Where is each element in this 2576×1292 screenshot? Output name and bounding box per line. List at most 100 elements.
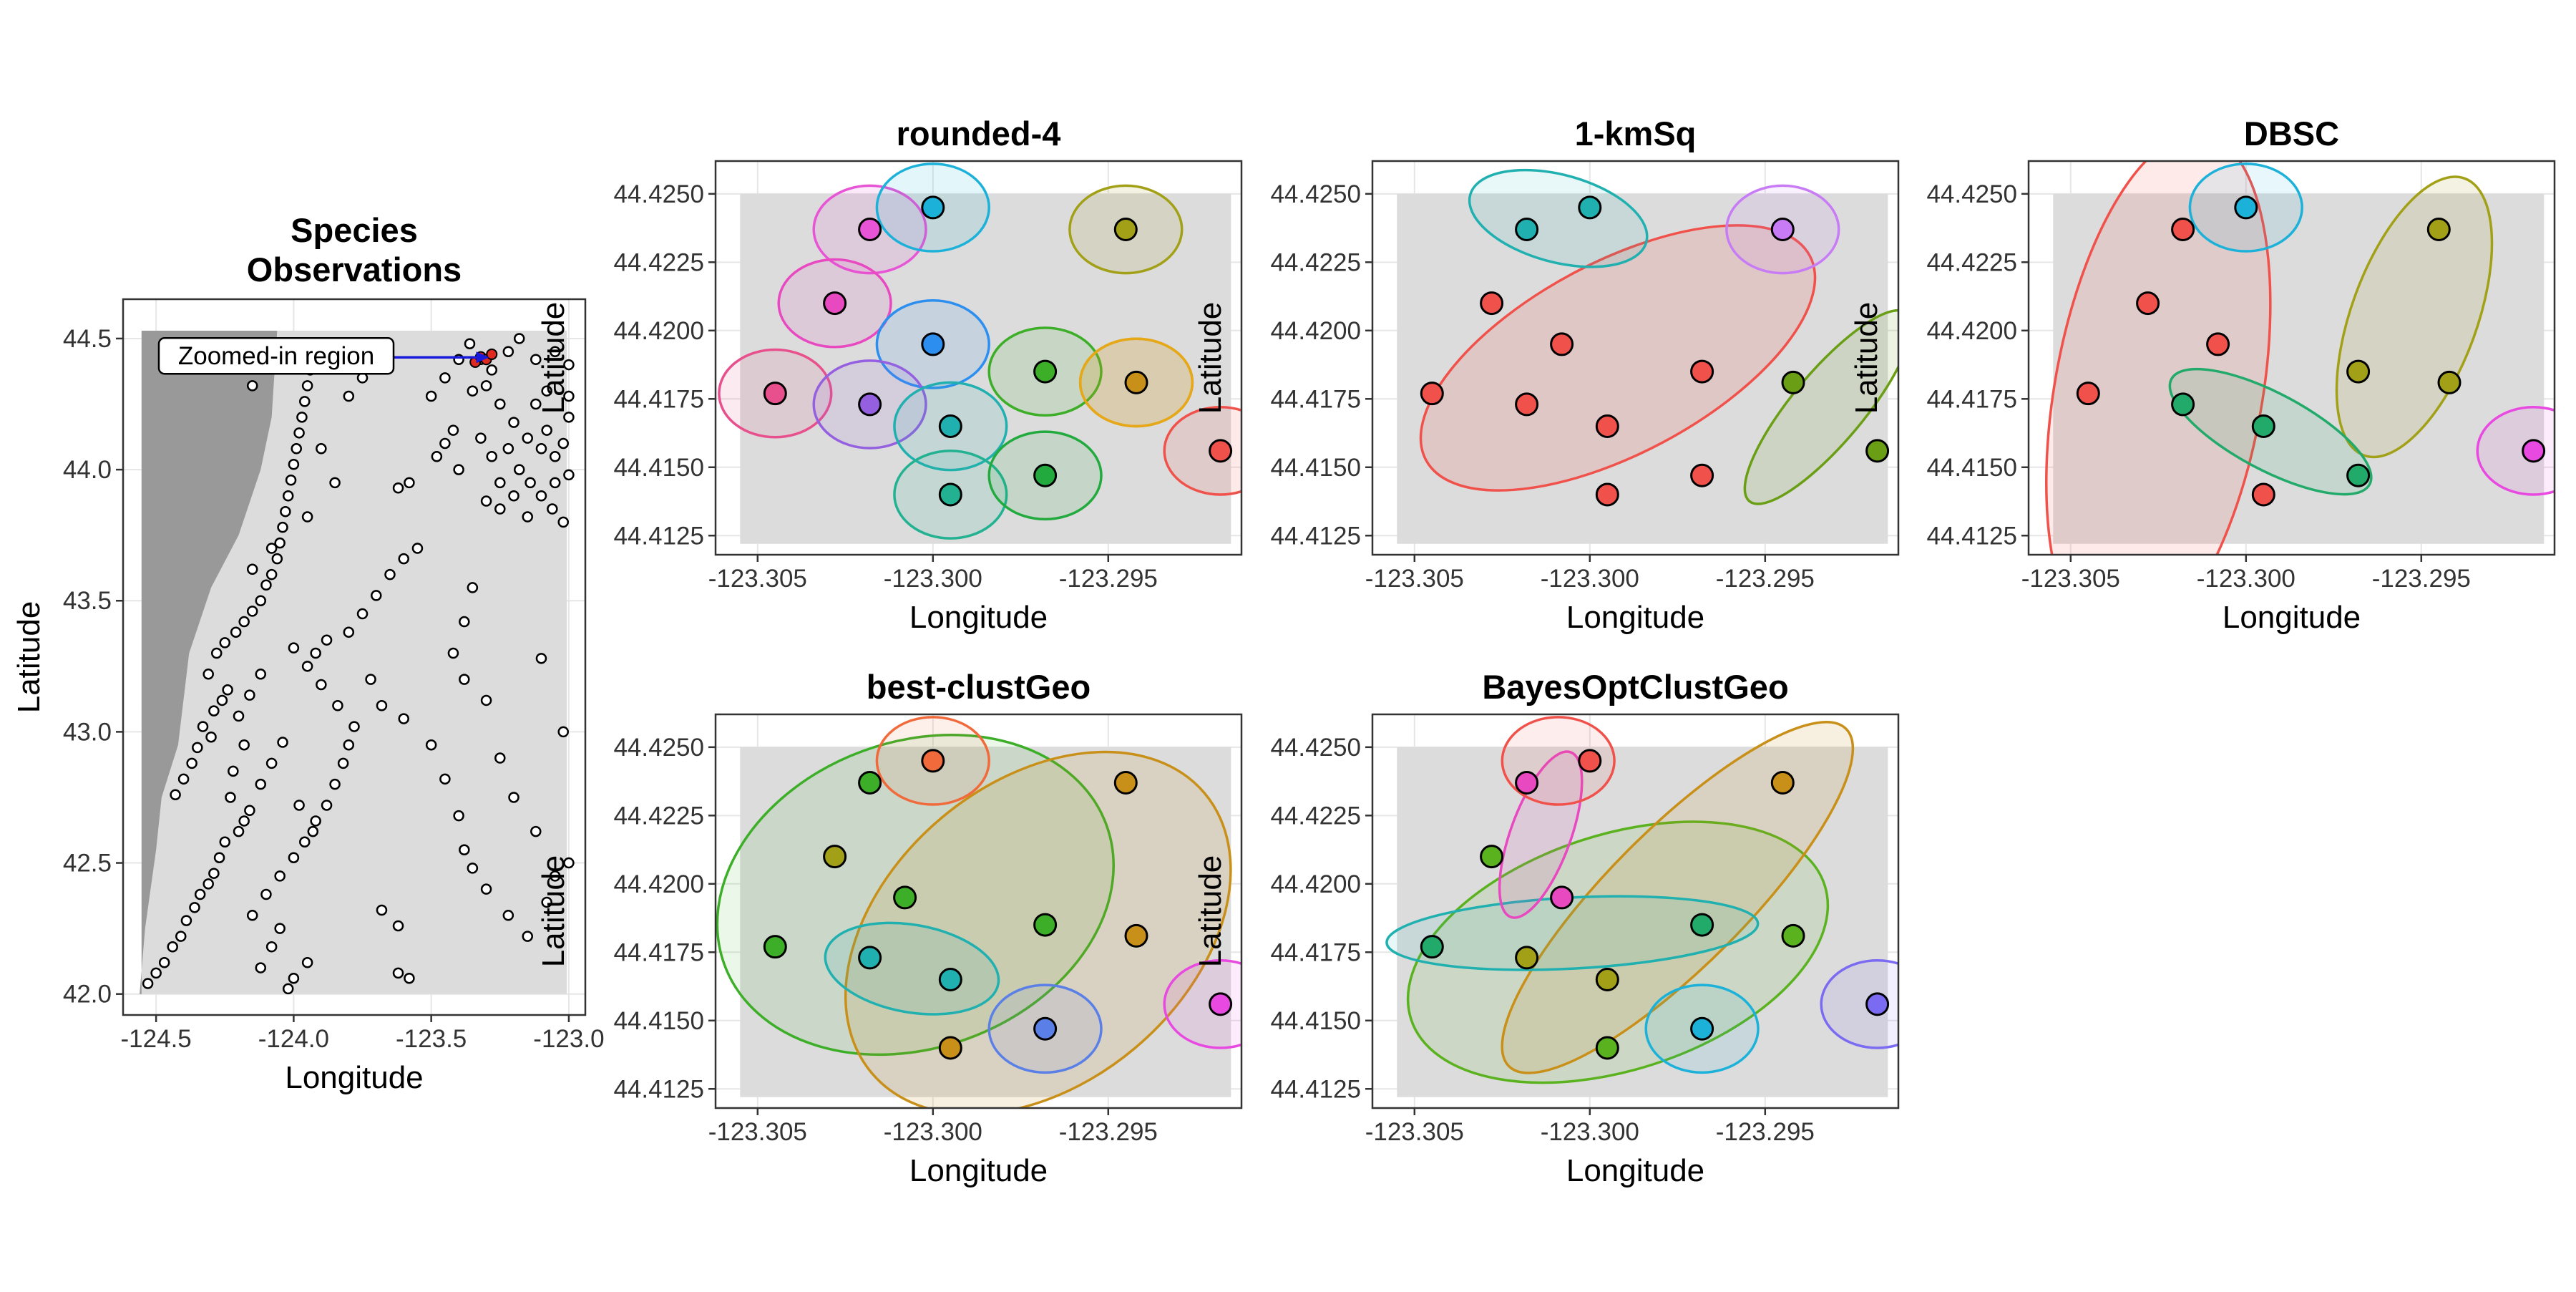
observation-point bbox=[180, 915, 192, 926]
panel-border bbox=[714, 160, 1243, 556]
x-tick-label: -123.5 bbox=[396, 1025, 467, 1053]
x-tick-label: -123.305 bbox=[2021, 565, 2120, 593]
y-tick-label: 42.0 bbox=[63, 981, 112, 1009]
observation-point bbox=[502, 910, 514, 921]
observation-point bbox=[447, 424, 459, 436]
observation-point bbox=[280, 505, 291, 518]
observation-point bbox=[1209, 992, 1233, 1016]
observation-point bbox=[535, 443, 547, 455]
observation-point bbox=[439, 372, 451, 384]
observation-point bbox=[508, 792, 519, 803]
x-tick-label: -124.0 bbox=[258, 1025, 329, 1053]
observation-point bbox=[425, 390, 437, 402]
observation-point bbox=[557, 726, 569, 738]
annotation-box bbox=[157, 336, 395, 375]
observation-point bbox=[293, 427, 305, 439]
observation-point bbox=[228, 765, 239, 777]
observation-point bbox=[1595, 414, 1619, 438]
observation-point bbox=[1113, 770, 1138, 795]
x-tick-label: -123.295 bbox=[1059, 1118, 1158, 1146]
observation-point bbox=[549, 346, 561, 358]
panel-overview: Zoomed-in region -124.5 -124.0 -123.5 -123.0… bbox=[11, 211, 605, 1095]
observation-point bbox=[205, 731, 217, 743]
observation-point bbox=[398, 553, 409, 565]
x-tick-label: -123.295 bbox=[1059, 565, 1158, 593]
y-tick-label: 44.4250 bbox=[1270, 180, 1361, 208]
observation-point bbox=[535, 490, 547, 502]
cluster-ellipse bbox=[1406, 820, 1830, 1084]
observation-point bbox=[2076, 382, 2100, 406]
observation-point bbox=[277, 521, 288, 533]
observation-point bbox=[192, 742, 203, 754]
observation-point bbox=[508, 490, 519, 502]
y-tick-label: 44.4125 bbox=[1270, 1075, 1361, 1103]
observation-point bbox=[244, 689, 255, 701]
panel-border bbox=[122, 298, 587, 1016]
observation-point bbox=[1420, 382, 1444, 406]
x-tick-label: -123.295 bbox=[1716, 565, 1815, 593]
observation-point bbox=[255, 962, 267, 973]
observation-point bbox=[246, 380, 258, 392]
chart-title-line: Species bbox=[291, 211, 418, 249]
observation-point bbox=[549, 477, 561, 489]
observation-point bbox=[486, 451, 498, 462]
observation-point bbox=[255, 669, 267, 680]
observation-point bbox=[348, 721, 360, 732]
plot-area bbox=[1372, 161, 1898, 555]
observation-point bbox=[321, 634, 333, 646]
observation-point bbox=[522, 931, 533, 942]
x-tick-label: -123.300 bbox=[884, 565, 982, 593]
observation-point bbox=[2206, 332, 2230, 356]
observation-point bbox=[170, 789, 181, 801]
observation-point bbox=[260, 579, 272, 591]
observation-point bbox=[858, 392, 882, 417]
observation-point bbox=[1515, 392, 1539, 417]
observation-point bbox=[222, 684, 233, 696]
observation-point bbox=[238, 616, 250, 628]
observation-point bbox=[299, 396, 311, 407]
observation-point bbox=[480, 380, 492, 392]
observation-point bbox=[938, 414, 962, 438]
observation-point bbox=[2346, 359, 2371, 384]
observation-point bbox=[439, 437, 451, 450]
observation-point bbox=[343, 390, 355, 402]
highlight-point bbox=[486, 348, 498, 360]
x-axis-title: Longitude bbox=[1566, 1153, 1704, 1188]
y-tick-label: 44.4250 bbox=[613, 734, 704, 762]
observation-point bbox=[522, 511, 533, 523]
observation-point bbox=[219, 637, 231, 649]
y-tick-label: 44.4225 bbox=[613, 802, 704, 830]
chart-title: DBSC bbox=[2244, 115, 2339, 152]
observation-point bbox=[2171, 217, 2195, 241]
observation-point bbox=[288, 852, 300, 863]
y-tick-label: 44.4225 bbox=[1270, 802, 1361, 830]
observation-point bbox=[1209, 439, 1233, 463]
panel-best-clustGeo: -123.305 -123.300 -123.295 44.4125 44.4150 44… bbox=[536, 668, 1243, 1188]
x-tick-label: -123.0 bbox=[533, 1025, 604, 1053]
observation-point bbox=[480, 694, 492, 706]
cluster-ellipse bbox=[1163, 959, 1241, 1049]
observation-point bbox=[513, 333, 525, 344]
observation-point bbox=[167, 941, 178, 953]
y-tick-label: 44.4200 bbox=[613, 870, 704, 898]
observation-point bbox=[150, 967, 162, 979]
y-axis-title: Latitude bbox=[11, 601, 47, 714]
observation-point bbox=[494, 398, 506, 410]
observation-point bbox=[893, 885, 917, 910]
observation-point bbox=[530, 398, 542, 410]
observation-point bbox=[1515, 217, 1539, 241]
observation-point bbox=[475, 432, 487, 444]
observation-point bbox=[1595, 482, 1619, 507]
y-tick-label: 44.4150 bbox=[1270, 454, 1361, 482]
observation-point bbox=[265, 543, 278, 554]
observation-point bbox=[453, 810, 464, 822]
observation-point bbox=[1865, 439, 1890, 463]
y-tick-label: 44.4200 bbox=[613, 317, 704, 345]
observation-point bbox=[2136, 291, 2160, 316]
observation-point bbox=[219, 836, 231, 847]
x-axis-title: Longitude bbox=[1566, 600, 1704, 635]
observation-point bbox=[439, 773, 451, 785]
observation-point bbox=[1515, 770, 1539, 795]
observation-point bbox=[329, 778, 341, 790]
observation-point bbox=[467, 582, 479, 593]
